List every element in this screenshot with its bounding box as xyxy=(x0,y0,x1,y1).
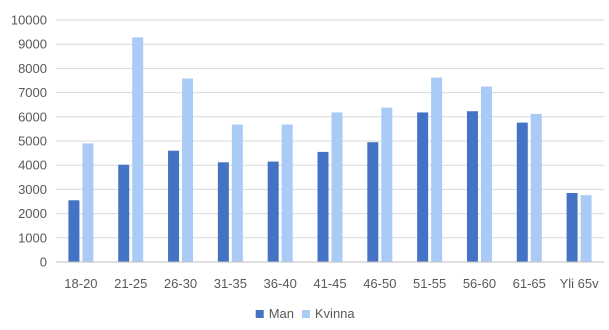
y-tick-label: 2000 xyxy=(18,206,47,221)
y-axis-ticks: 0 1000 2000 3000 4000 5000 6000 7000 8000 9000 100… xyxy=(11,13,47,270)
x-tick-label: 31-35 xyxy=(214,276,247,291)
bar-kvinna-46-50 xyxy=(381,107,393,262)
bar-kvinna-21-25 xyxy=(132,37,144,263)
y-tick-label: 9000 xyxy=(18,37,47,52)
bar-kvinna-41-45 xyxy=(331,112,343,262)
bar-man-41-45 xyxy=(317,151,329,262)
x-axis-ticks: 18-20 21-25 26-30 31-35 36-40 41-45 46-50 51-55… xyxy=(64,276,599,291)
y-tick-label: 7000 xyxy=(18,85,47,100)
bar-man-18-20 xyxy=(68,200,80,262)
bar-kvinna-51-55 xyxy=(431,77,443,262)
y-tick-label: 0 xyxy=(40,255,47,270)
legend-swatch-man xyxy=(255,310,264,318)
x-tick-label: 41-45 xyxy=(313,276,346,291)
y-tick-label: 5000 xyxy=(18,134,47,149)
bar-kvinna-31-35 xyxy=(231,124,243,262)
x-tick-label: 61-65 xyxy=(513,276,546,291)
x-tick-label: 26-30 xyxy=(164,276,197,291)
bar-man-61-65 xyxy=(516,122,528,262)
bars xyxy=(68,37,592,263)
bar-man-46-50 xyxy=(367,142,379,262)
bar-kvinna-yli-65v xyxy=(580,195,592,262)
x-tick-label: 21-25 xyxy=(114,276,147,291)
y-tick-label: 10000 xyxy=(11,13,47,28)
bar-man-36-40 xyxy=(267,161,279,262)
x-tick-label: Yli 65v xyxy=(560,276,600,291)
bar-man-26-30 xyxy=(168,150,180,262)
legend-label-man: Man xyxy=(269,306,294,321)
bar-kvinna-61-65 xyxy=(530,113,542,263)
y-tick-label: 4000 xyxy=(18,158,47,173)
x-tick-label: 46-50 xyxy=(363,276,396,291)
bar-man-31-35 xyxy=(217,162,229,262)
bar-kvinna-36-40 xyxy=(281,124,293,262)
x-tick-label: 56-60 xyxy=(463,276,496,291)
gridlines xyxy=(56,19,604,239)
x-tick-label: 18-20 xyxy=(64,276,97,291)
bar-man-51-55 xyxy=(417,112,429,262)
x-tick-label: 51-55 xyxy=(413,276,446,291)
bar-man-56-60 xyxy=(466,111,478,262)
y-tick-label: 8000 xyxy=(18,61,47,76)
y-tick-label: 3000 xyxy=(18,182,47,197)
bar-kvinna-56-60 xyxy=(480,86,492,262)
x-tick-label: 36-40 xyxy=(264,276,297,291)
bar-kvinna-18-20 xyxy=(82,143,94,262)
legend-swatch-kvinna xyxy=(301,310,310,318)
legend-label-kvinna: Kvinna xyxy=(315,306,356,321)
legend: Man Kvinna xyxy=(255,306,356,321)
y-tick-label: 6000 xyxy=(18,109,47,124)
bar-kvinna-26-30 xyxy=(182,78,194,263)
bar-man-21-25 xyxy=(118,164,130,262)
bar-man-yli-65v xyxy=(566,193,578,262)
y-tick-label: 1000 xyxy=(18,230,47,245)
